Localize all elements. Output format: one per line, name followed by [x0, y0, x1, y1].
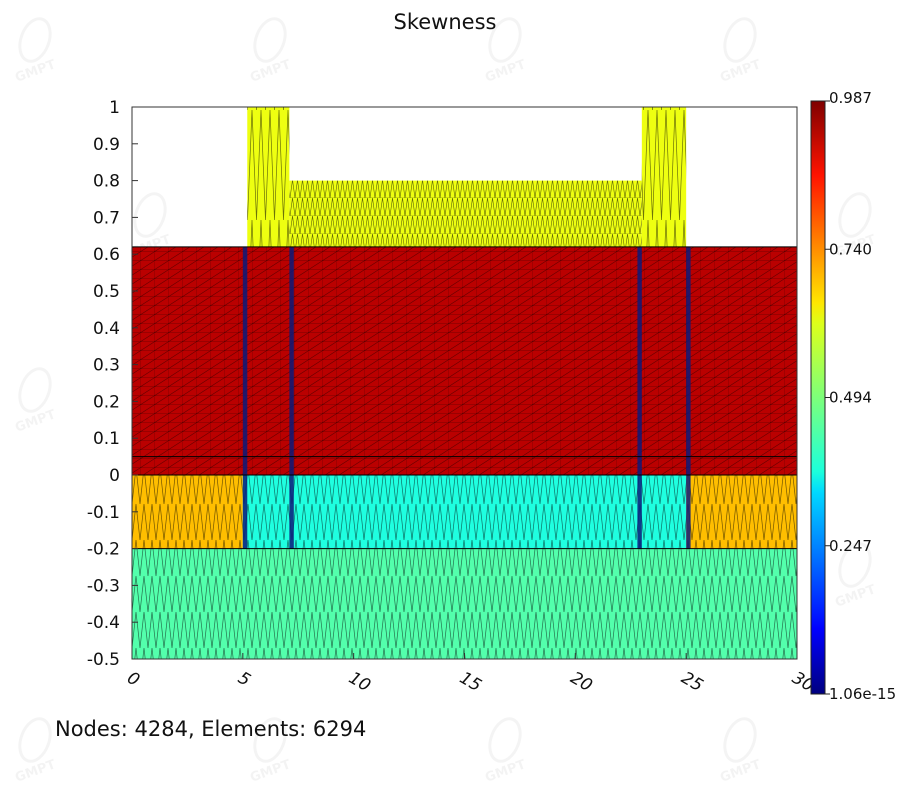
watermark-logo-icon	[133, 192, 167, 238]
y-tick-label: 0.6	[93, 245, 120, 265]
y-tick-label: -0.4	[87, 613, 120, 633]
y-tick-label: 0.5	[93, 282, 120, 302]
y-tick-label: 0.3	[93, 356, 120, 376]
x-tick-label: 0	[124, 668, 143, 691]
y-tick-label: 0.2	[93, 392, 120, 412]
y-tick-label: 0.7	[93, 208, 120, 228]
watermark-logo-icon	[723, 17, 757, 63]
x-tick-label: 25	[678, 668, 707, 696]
x-tick-label: 20	[567, 668, 596, 696]
mesh-seam	[242, 246, 248, 549]
mesh-region-edges	[289, 180, 642, 247]
y-tick-label: 0.1	[93, 429, 120, 449]
mesh-region-edges	[686, 475, 797, 549]
x-tick-label: 10	[345, 668, 374, 696]
chart-title: Skewness	[393, 10, 497, 34]
mesh-seam	[289, 246, 294, 549]
y-tick-label: 0.8	[93, 172, 120, 192]
watermark-logo-icon	[18, 717, 52, 763]
mesh-region-edges	[242, 475, 687, 549]
watermark-logo-icon	[838, 542, 872, 588]
x-tick-label: 5	[234, 668, 253, 691]
mesh-seam	[637, 246, 642, 549]
mesh-region-edges	[132, 475, 243, 549]
watermark-logo-icon	[723, 717, 757, 763]
colorbar: 0.987 0.740 0.494 0.247 1.06e-15	[810, 89, 896, 703]
colorbar-gradient	[810, 100, 826, 695]
mesh-seam	[686, 246, 691, 549]
y-tick-label: -0.5	[87, 650, 120, 670]
watermark-logo-icon	[488, 717, 522, 763]
y-tick-label: -0.2	[87, 540, 120, 560]
plot-area	[132, 107, 797, 659]
y-tick-label: -0.1	[87, 503, 120, 523]
colorbar-label: 1.06e-15	[829, 685, 896, 703]
watermark-logo-icon	[253, 717, 287, 763]
y-tick-label: 0	[109, 466, 120, 486]
y-tick-label: -0.3	[87, 576, 120, 596]
y-tick-label: 0.9	[93, 135, 120, 155]
mesh-stats-label: Nodes: 4284, Elements: 6294	[55, 717, 367, 741]
watermark-logo-icon	[838, 192, 872, 238]
watermark-logo-icon	[18, 367, 52, 413]
mesh-region-edges	[132, 246, 797, 475]
watermark-logo-icon	[488, 17, 522, 63]
mesh-region-edges	[247, 107, 290, 247]
colorbar-label: 0.247	[829, 537, 872, 555]
colorbar-label: 0.987	[829, 89, 872, 107]
y-tick-label: 1	[109, 98, 120, 118]
x-tick-label: 15	[456, 668, 485, 696]
colorbar-label: 0.740	[829, 240, 872, 258]
watermark-logo-icon	[18, 17, 52, 63]
mesh-region-edges	[641, 107, 687, 247]
colorbar-label: 0.494	[829, 389, 872, 407]
y-tick-label: 0.4	[93, 319, 120, 339]
watermark-logo-icon	[253, 17, 287, 63]
mesh-region-edges	[132, 548, 797, 659]
